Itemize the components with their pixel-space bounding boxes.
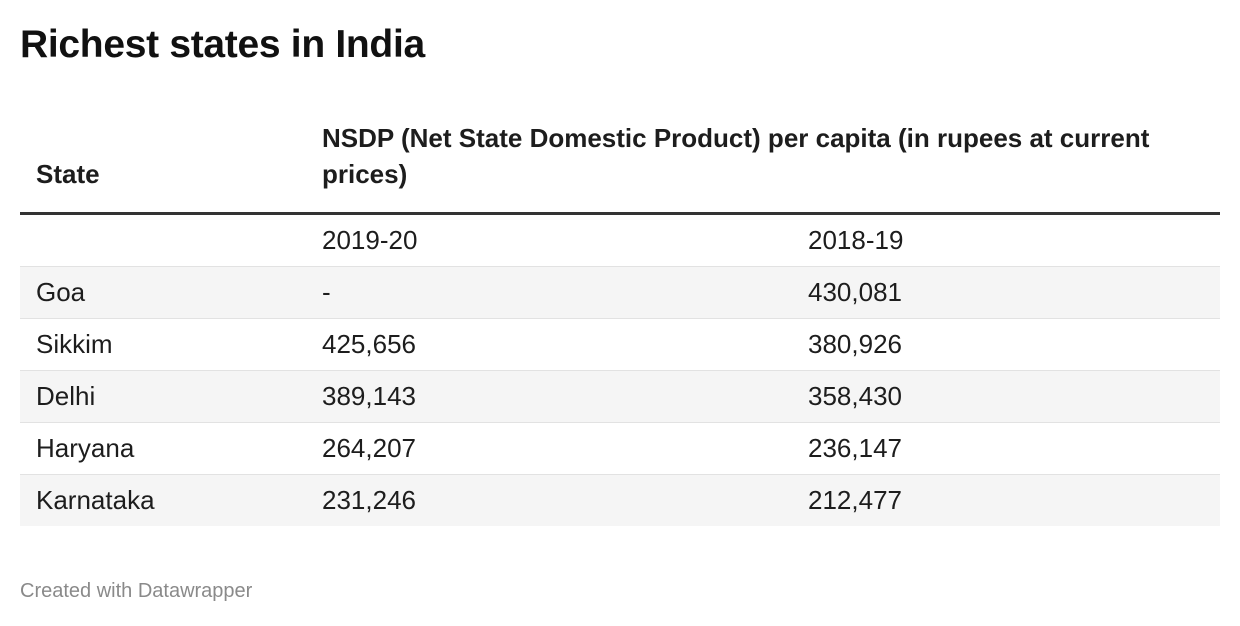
table-row: Delhi 389,143 358,430	[20, 370, 1220, 423]
cell-2018-19: 358,430	[792, 370, 1220, 423]
data-table: State NSDP (Net State Domestic Product) …	[20, 120, 1220, 526]
table-header-row: State NSDP (Net State Domestic Product) …	[20, 120, 1220, 215]
cell-2018-19: 380,926	[792, 318, 1220, 371]
data-table-container: State NSDP (Net State Domestic Product) …	[20, 120, 1220, 526]
cell-2019-20: 389,143	[306, 370, 792, 423]
table-row: Goa - 430,081	[20, 266, 1220, 319]
cell-2019-20: -	[306, 266, 792, 319]
subheader-cell-2018-19: 2018-19	[792, 213, 1220, 267]
column-header-nsdp[interactable]: NSDP (Net State Domestic Product) per ca…	[306, 120, 1220, 215]
cell-state: Delhi	[20, 370, 306, 423]
cell-state: Goa	[20, 266, 306, 319]
cell-2019-20: 231,246	[306, 474, 792, 526]
table-row: Sikkim 425,656 380,926	[20, 318, 1220, 371]
cell-state: Haryana	[20, 422, 306, 475]
table-row: Karnataka 231,246 212,477	[20, 474, 1220, 526]
column-header-state[interactable]: State	[20, 120, 306, 215]
table-row: Haryana 264,207 236,147	[20, 422, 1220, 475]
cell-state: Karnataka	[20, 474, 306, 526]
cell-2019-20: 264,207	[306, 422, 792, 475]
cell-2019-20: 425,656	[306, 318, 792, 371]
subheader-cell-state	[20, 213, 306, 267]
cell-2018-19: 236,147	[792, 422, 1220, 475]
cell-2018-19: 212,477	[792, 474, 1220, 526]
subheader-cell-2019-20: 2019-20	[306, 213, 792, 267]
cell-state: Sikkim	[20, 318, 306, 371]
page-title: Richest states in India	[20, 23, 425, 66]
credit-footer[interactable]: Created with Datawrapper	[20, 580, 253, 602]
cell-2018-19: 430,081	[792, 266, 1220, 319]
table-subheader-row: 2019-20 2018-19	[20, 213, 1220, 267]
